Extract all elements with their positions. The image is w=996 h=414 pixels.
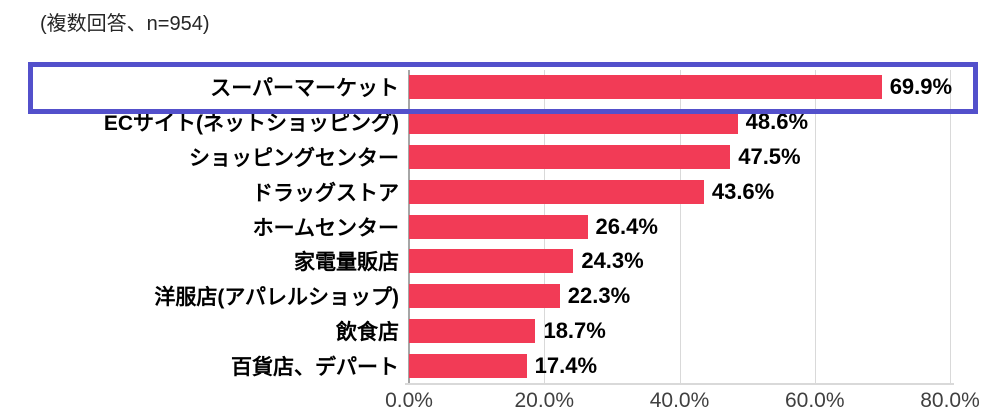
x-tick-label: 80.0% bbox=[920, 389, 980, 412]
bar-track: 18.7% bbox=[409, 313, 950, 348]
bar-row: 飲食店 18.7% bbox=[30, 313, 950, 348]
bar bbox=[409, 353, 527, 378]
x-tick-label: 60.0% bbox=[784, 389, 845, 412]
bar-track: 26.4% bbox=[409, 209, 950, 244]
value-label: 18.7% bbox=[543, 317, 606, 343]
bar bbox=[409, 214, 588, 239]
category-label: 家電量販店 bbox=[294, 251, 399, 275]
bar bbox=[409, 75, 882, 100]
bar-row: ドラッグストア 43.6% bbox=[30, 174, 950, 209]
bar-row: ホームセンター 26.4% bbox=[30, 209, 950, 244]
x-tick-label: 20.0% bbox=[514, 389, 575, 412]
bar bbox=[409, 318, 536, 343]
gridline bbox=[950, 70, 951, 383]
bar-rows: スーパーマーケット 69.9% ECサイト(ネットショッピング) 48.6% ショッピン… bbox=[30, 70, 953, 383]
category-label: 百貨店、デパート bbox=[231, 355, 399, 379]
bar-track: 17.4% bbox=[409, 348, 950, 383]
bar-track: 24.3% bbox=[409, 244, 950, 279]
value-label: 17.4% bbox=[534, 352, 598, 378]
category-label: ショッピングセンター bbox=[189, 146, 399, 170]
bar-row: 家電量販店 24.3% bbox=[30, 244, 950, 279]
survey-note: (複数回答、n=954) bbox=[40, 13, 210, 35]
value-label: 24.3% bbox=[581, 248, 644, 274]
value-label: 48.6% bbox=[745, 109, 809, 135]
category-label: ドラッグストア bbox=[252, 181, 399, 205]
bar-track: 43.6% bbox=[409, 174, 950, 209]
category-label: スーパーマーケット bbox=[210, 77, 399, 101]
value-label: 22.3% bbox=[567, 283, 631, 309]
bar-track: 47.5% bbox=[409, 140, 950, 175]
bar-row: スーパーマーケット 69.9% bbox=[30, 70, 953, 105]
bar-row: 洋服店(アパレルショップ) 22.3% bbox=[30, 279, 950, 314]
x-tick-label: 40.0% bbox=[649, 389, 710, 412]
bar-track: 22.3% bbox=[409, 279, 950, 314]
category-label: 洋服店(アパレルショップ) bbox=[154, 286, 399, 310]
bar-track: 48.6% bbox=[409, 105, 950, 140]
category-label: ECサイト(ネットショッピング) bbox=[103, 112, 399, 136]
value-label: 43.6% bbox=[711, 178, 775, 204]
value-label: 69.9% bbox=[889, 74, 953, 100]
bar bbox=[409, 249, 574, 274]
gridline bbox=[679, 70, 681, 383]
category-label: ホームセンター bbox=[252, 216, 399, 240]
value-label: 47.5% bbox=[738, 143, 801, 169]
bar bbox=[409, 179, 704, 204]
category-label: 飲食店 bbox=[336, 320, 399, 344]
x-axis-line bbox=[405, 383, 954, 385]
gridline bbox=[814, 70, 816, 383]
bar-row: 百貨店、デパート 17.4% bbox=[30, 348, 950, 383]
bar bbox=[409, 110, 738, 135]
x-tick-label: 0.0% bbox=[385, 389, 433, 412]
bar-row: ECサイト(ネットショッピング) 48.6% bbox=[30, 105, 950, 140]
bar bbox=[409, 284, 560, 309]
bar-row: ショッピングセンター 47.5% bbox=[30, 140, 950, 175]
value-label: 26.4% bbox=[595, 213, 658, 239]
bar-track: 69.9% bbox=[409, 70, 953, 105]
bar bbox=[409, 144, 731, 169]
